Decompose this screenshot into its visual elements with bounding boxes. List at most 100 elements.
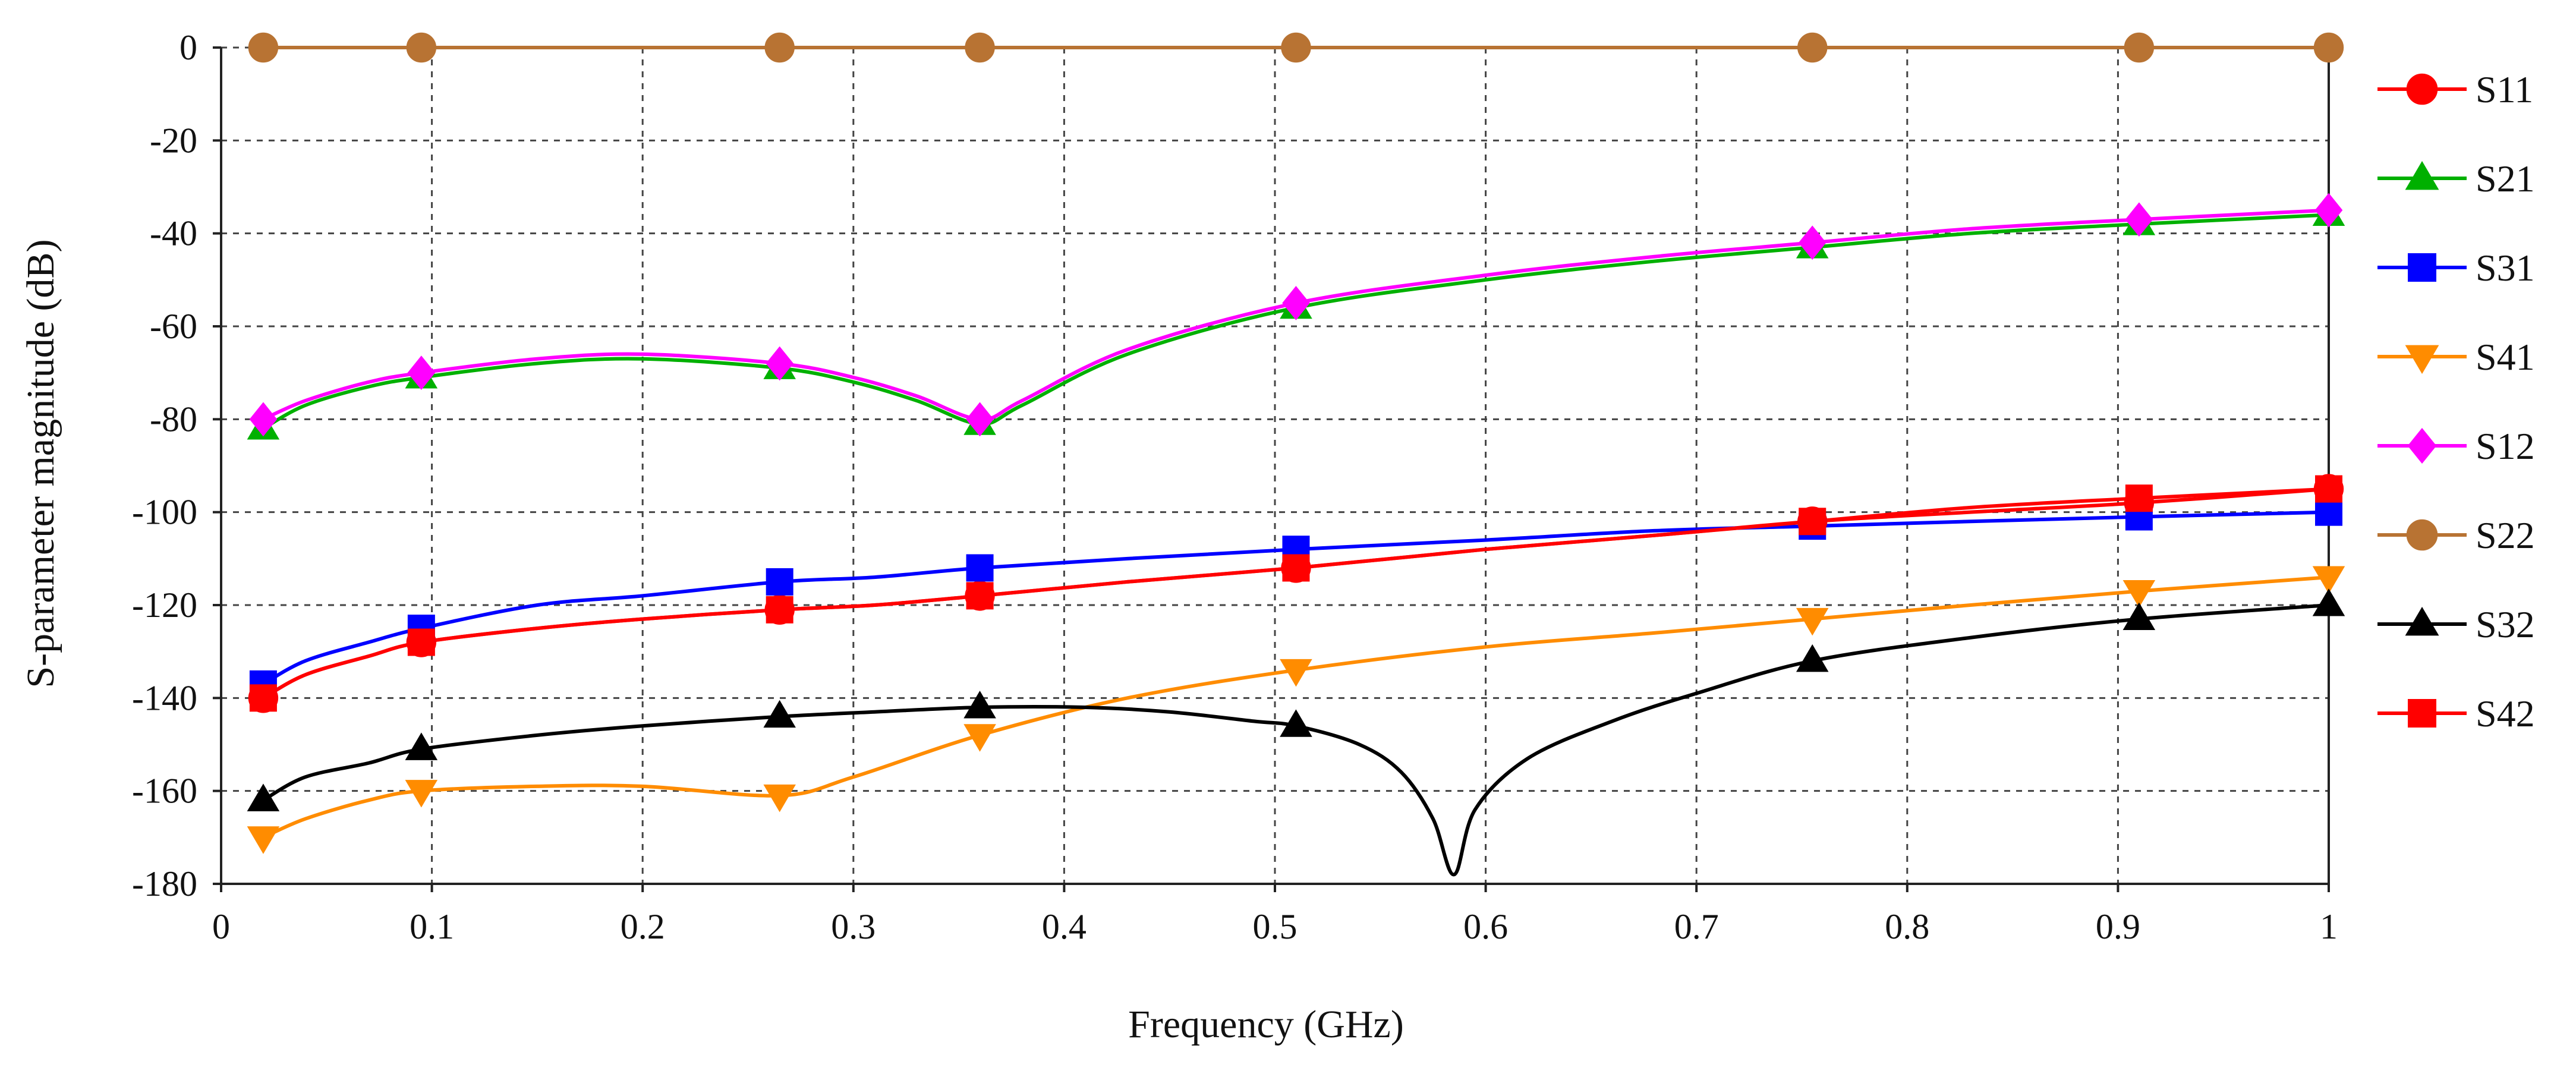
y-tick-label: -180	[132, 864, 197, 903]
series-lines	[262, 46, 2329, 877]
data-point-s42	[2315, 475, 2342, 503]
y-tick-label: -60	[150, 307, 197, 346]
data-point-s12	[1282, 286, 1310, 320]
legend-marker-s42	[2408, 699, 2436, 728]
legend-marker-s12	[2407, 427, 2437, 464]
grid	[221, 46, 2329, 884]
x-tick-label: 0.5	[1253, 907, 1298, 946]
data-point-s42	[966, 582, 994, 610]
data-point-s12	[407, 355, 436, 391]
data-point-s32	[1796, 644, 1829, 672]
legend-label-s31: S31	[2476, 247, 2535, 289]
legend-marker-s32	[2405, 606, 2439, 636]
data-point-s41	[963, 724, 996, 752]
y-tick-label: 0	[179, 28, 197, 67]
legend-label-s12: S12	[2476, 425, 2535, 467]
data-point-s12	[2314, 193, 2343, 228]
data-point-s32	[247, 783, 280, 811]
data-point-s42	[2125, 484, 2153, 512]
data-point-s41	[405, 780, 438, 808]
x-tick-label: 1	[2320, 907, 2338, 946]
legend-label-s41: S41	[2476, 336, 2535, 378]
legend-label-s22: S22	[2476, 514, 2535, 556]
data-point-s32	[763, 700, 796, 728]
series-line-s21	[262, 213, 2329, 430]
data-point-s42	[1799, 508, 1826, 536]
data-point-s42	[249, 684, 277, 712]
data-point-s41	[2312, 566, 2345, 594]
data-point-s31	[966, 554, 994, 582]
series-line-s42	[262, 487, 2329, 700]
y-tick-label: -120	[132, 585, 197, 625]
legend[interactable]: S11 S21 S31 S41 S12 S22 S32 S42	[2377, 68, 2535, 735]
legend-item-s42[interactable]: S42	[2377, 692, 2535, 735]
data-point-s22	[764, 32, 795, 63]
data-point-s42	[1282, 554, 1310, 582]
legend-item-s11[interactable]: S11	[2377, 68, 2533, 111]
y-tick-label: -20	[150, 121, 197, 160]
x-tick-label: 0.9	[2096, 907, 2140, 946]
data-point-s22	[2313, 32, 2344, 63]
data-point-s41	[247, 826, 280, 854]
legend-item-s32[interactable]: S32	[2377, 603, 2535, 646]
data-point-s42	[407, 628, 435, 656]
series-line-s32	[262, 603, 2329, 877]
data-point-s32	[1280, 709, 1312, 737]
y-tick-label: -100	[132, 493, 197, 532]
x-tick-label: 0.4	[1042, 907, 1087, 946]
legend-marker-s21	[2405, 160, 2439, 190]
data-point-s41	[1280, 659, 1312, 687]
x-tick-label: 0	[212, 907, 230, 946]
x-tick-label: 0.7	[1674, 907, 1719, 946]
series-line-s41	[262, 575, 2329, 839]
legend-item-s41[interactable]: S41	[2377, 336, 2535, 378]
axes	[213, 46, 2330, 892]
legend-item-s12[interactable]: S12	[2377, 425, 2535, 467]
legend-item-s21[interactable]: S21	[2377, 158, 2535, 200]
data-point-s22	[406, 32, 437, 63]
legend-label-s42: S42	[2476, 692, 2535, 735]
data-point-s22	[1797, 32, 1828, 63]
data-point-s41	[1796, 607, 1829, 636]
legend-marker-s31	[2408, 253, 2436, 282]
legend-marker-s11	[2406, 73, 2438, 105]
legend-item-s31[interactable]: S31	[2377, 247, 2535, 289]
x-tick-label: 0.3	[831, 907, 876, 946]
y-tick-label: -160	[132, 772, 197, 811]
legend-marker-s41	[2405, 345, 2439, 374]
data-point-s42	[766, 596, 793, 624]
data-point-s31	[766, 568, 793, 596]
tick-labels: 0 0.1 0.2 0.3 0.4 0.5 0.6 0.7 0.8 0.9 1 0 -20 -40 -60 -…	[132, 28, 2338, 946]
x-tick-label: 0.1	[410, 907, 454, 946]
x-tick-label: 0.2	[621, 907, 665, 946]
legend-label-s32: S32	[2476, 603, 2535, 646]
x-axis-title: Frequency (GHz)	[1128, 1003, 1404, 1046]
data-point-s32	[963, 691, 996, 719]
data-point-s22	[1281, 32, 1311, 63]
legend-marker-s22	[2406, 519, 2438, 551]
y-tick-label: -40	[150, 214, 197, 253]
data-point-s32	[2122, 602, 2156, 631]
series-line-s12	[262, 208, 2329, 421]
data-point-s12	[766, 346, 793, 381]
data-point-s41	[763, 784, 796, 813]
legend-label-s11: S11	[2476, 68, 2533, 111]
data-point-s22	[2124, 32, 2155, 63]
data-point-s12	[249, 402, 278, 437]
y-axis-title: S-parameter magnitude (dB)	[19, 239, 62, 688]
data-point-s32	[405, 732, 438, 760]
series-line-s31	[262, 510, 2329, 686]
data-point-s22	[965, 32, 995, 63]
data-point-s12	[966, 402, 994, 437]
x-tick-label: 0.6	[1463, 907, 1508, 946]
legend-item-s22[interactable]: S22	[2377, 514, 2535, 556]
data-point-s12	[2125, 202, 2153, 237]
y-tick-label: -140	[132, 678, 197, 717]
data-point-s32	[2312, 588, 2345, 616]
series-markers	[247, 32, 2345, 854]
data-point-s41	[2122, 580, 2156, 608]
data-point-s22	[248, 32, 279, 63]
legend-label-s21: S21	[2476, 158, 2535, 200]
x-tick-label: 0.8	[1885, 907, 1929, 946]
